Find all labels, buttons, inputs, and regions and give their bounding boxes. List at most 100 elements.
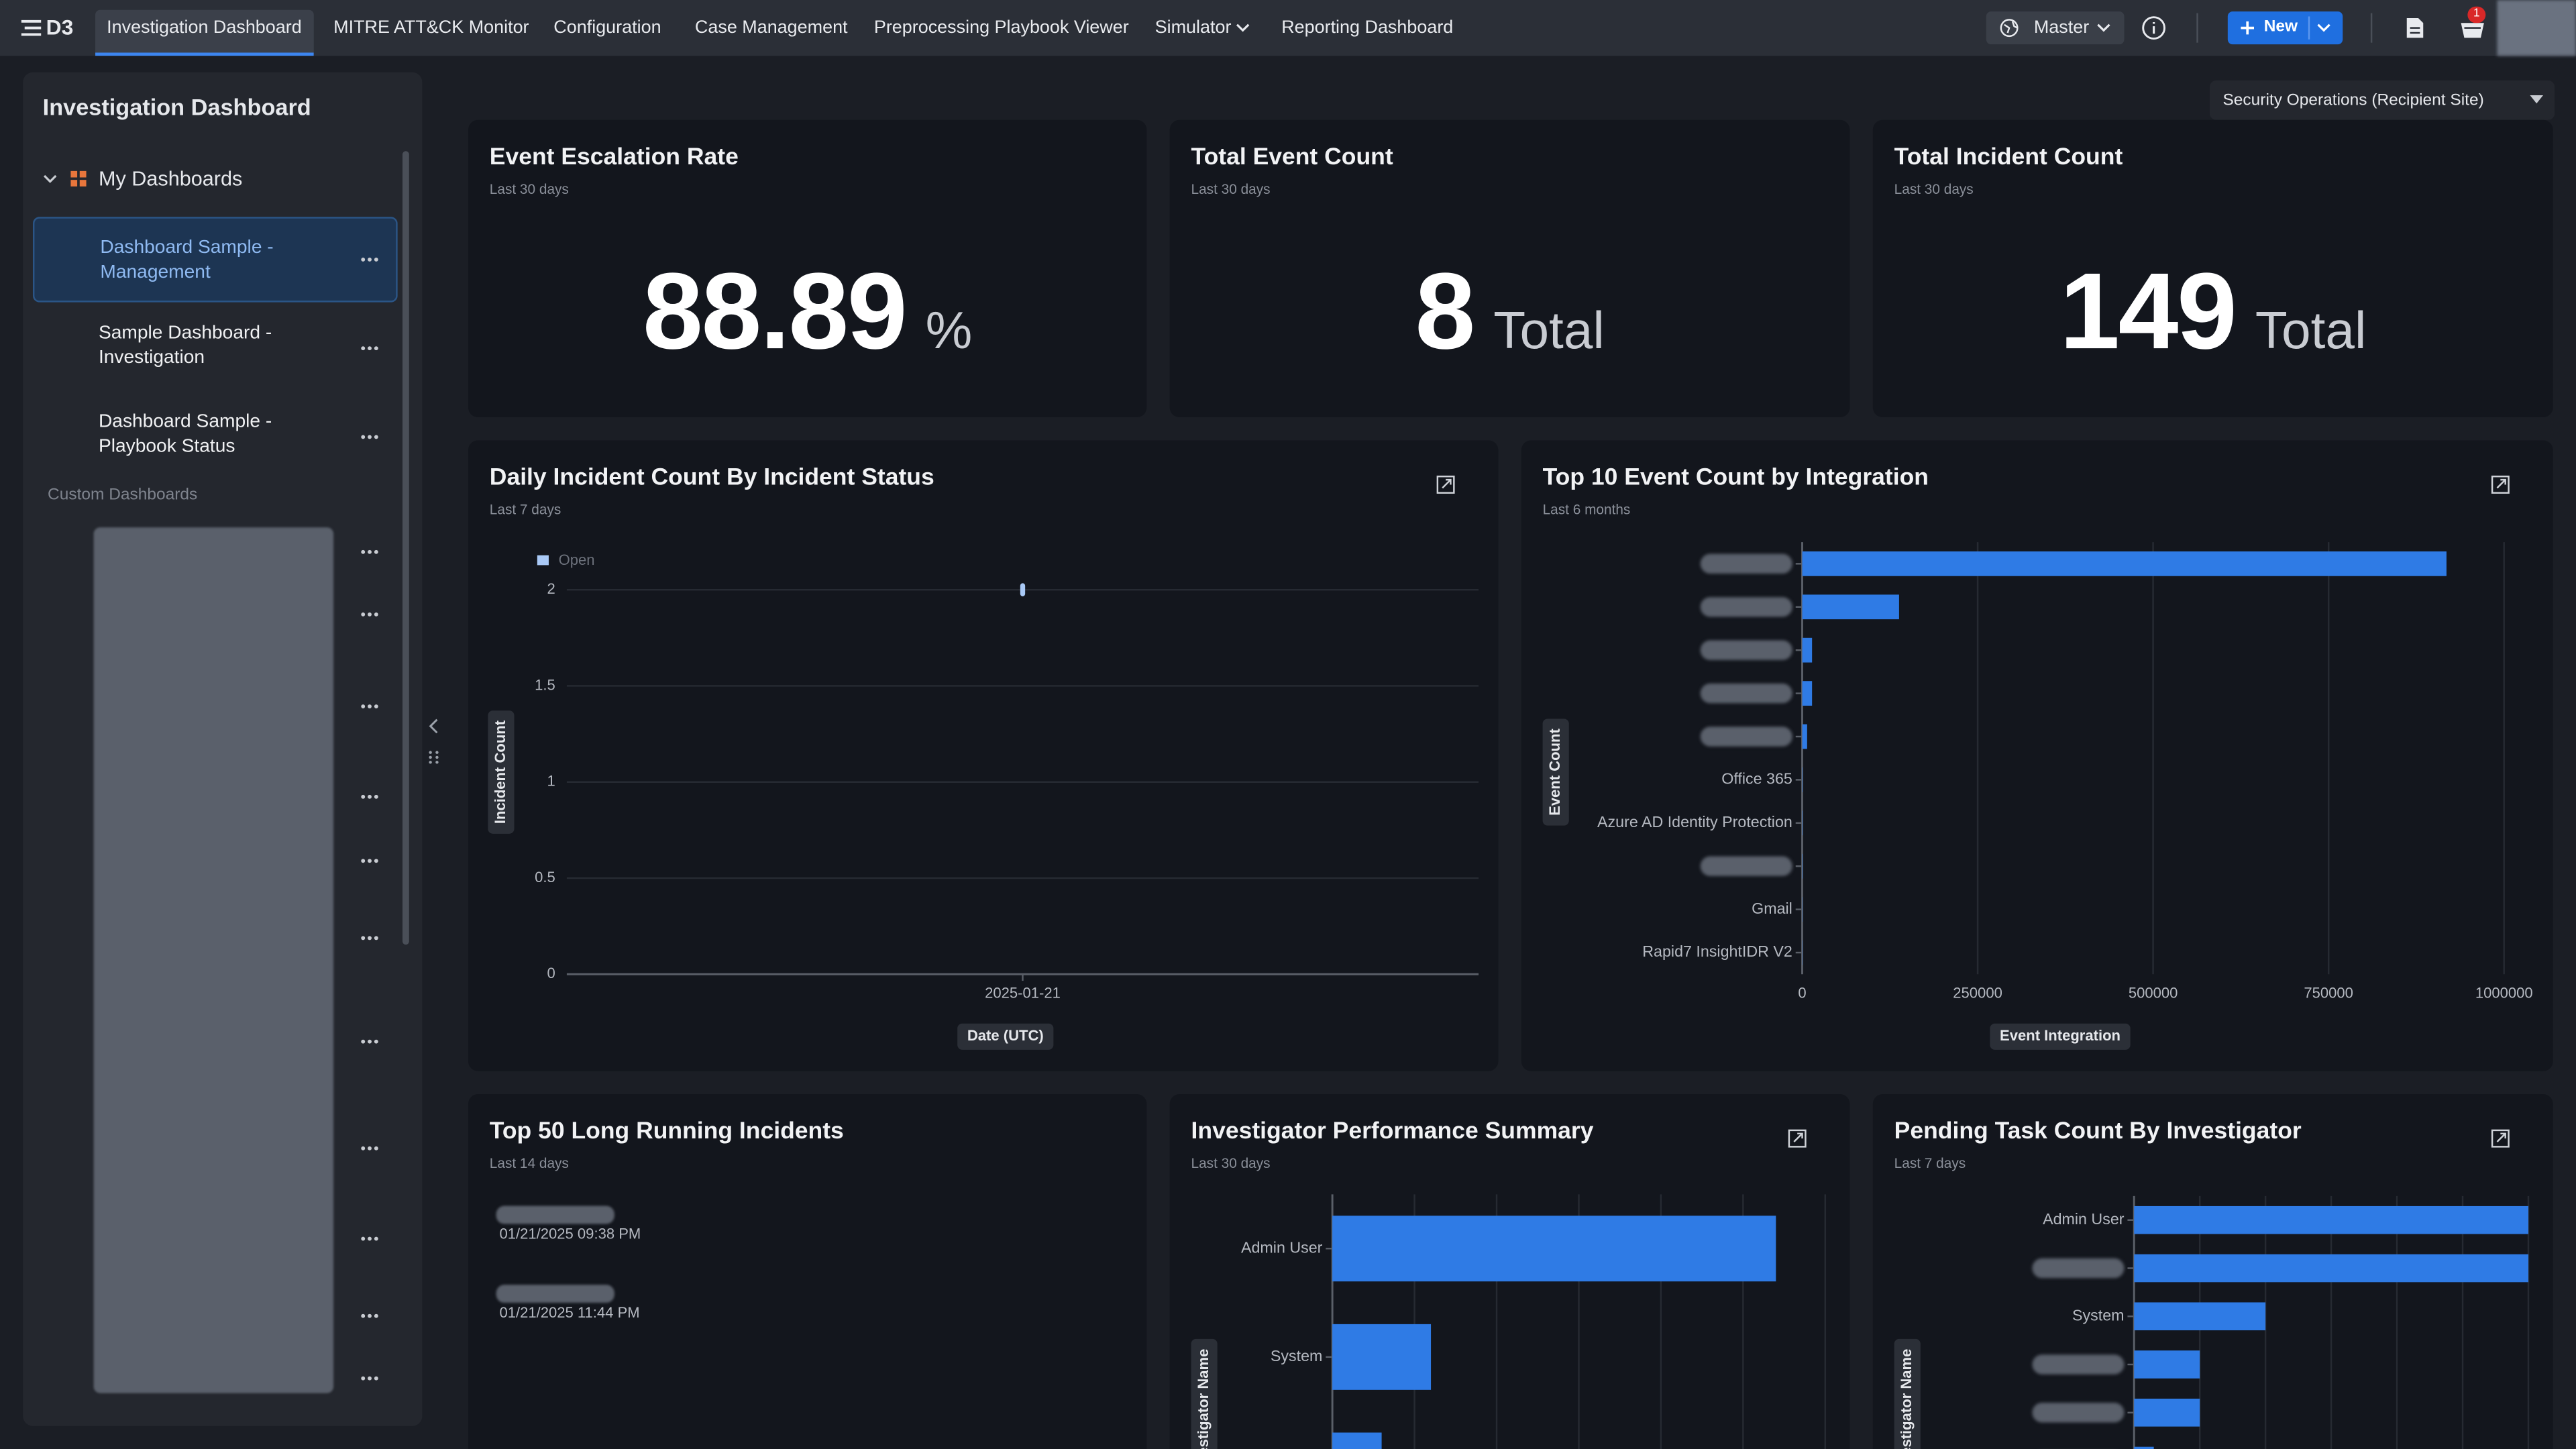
kpi-unit: Total: [2255, 301, 2367, 360]
x-tick-label: 2025-01-21: [985, 984, 1061, 1001]
info-icon[interactable]: [2141, 15, 2167, 41]
bar: [1332, 1216, 1776, 1282]
y-tick-label: 0: [547, 965, 555, 981]
notification-icon[interactable]: [2459, 16, 2485, 39]
kpi-number: 149: [2059, 250, 2237, 372]
card-title: Total Incident Count: [1894, 144, 2123, 171]
kpi-card: Event Escalation Rate Last 30 days 88.89…: [468, 119, 1147, 418]
blurred-label: [1700, 683, 1792, 704]
chart-card: Investigator Performance Summary Last 30…: [1169, 1094, 1850, 1449]
kpi-value: 149 Total: [1873, 248, 2553, 373]
new-button[interactable]: New: [2227, 11, 2343, 45]
dashboard-name: Sample Dashboard - Investigation: [98, 323, 272, 368]
dropdown-caret: [2530, 95, 2544, 104]
y-tick-label: System: [1271, 1347, 1323, 1364]
site-switcher[interactable]: Master: [1986, 11, 2125, 45]
incident-date: 01/21/2025 09:38 PM: [499, 1225, 641, 1242]
card-title: Top 50 Long Running Incidents: [489, 1118, 844, 1145]
card-subtitle: Last 30 days: [1191, 1155, 1271, 1172]
card-subtitle: Last 30 days: [1191, 180, 1271, 197]
bar: [1802, 681, 1813, 706]
y-axis-label: Event Count: [1546, 728, 1563, 815]
x-tick-label: 750000: [2304, 984, 2353, 1001]
site-filter-value: Security Operations (Recipient Site): [2222, 92, 2484, 111]
dashboard-name: Dashboard Sample - Management: [100, 238, 274, 283]
collapse-caret[interactable]: [43, 174, 58, 184]
label-pill: [1990, 1023, 2131, 1050]
bar: [2134, 1302, 2266, 1331]
nav-tab[interactable]: Simulator: [1155, 17, 1232, 38]
blurred-incident: [496, 1205, 614, 1224]
y-tick-label: 1: [547, 773, 555, 790]
blurred-incident: [496, 1285, 614, 1303]
expand-icon[interactable]: [1788, 1129, 1807, 1148]
divider: [2196, 13, 2198, 43]
y-axis-label-group: Incident Count: [488, 710, 515, 834]
list-card: Top 50 Long Running Incidents Last 14 da…: [468, 1094, 1147, 1449]
legend-swatch: [537, 555, 549, 566]
card-subtitle: Last 6 months: [1542, 500, 1631, 518]
blurred-label: [2032, 1354, 2125, 1375]
y-tick-label: System: [2072, 1306, 2125, 1324]
nav-tab[interactable]: Case Management: [694, 17, 848, 38]
sidebar: Investigation Dashboard My Dashboards Da…: [23, 72, 423, 1426]
dashboard-item[interactable]: Dashboard Sample - Management: [32, 217, 398, 303]
nav-tab[interactable]: Configuration: [553, 17, 661, 38]
kpi-number: 88.89: [643, 250, 908, 372]
nav-tab[interactable]: Reporting Dashboard: [1281, 17, 1454, 38]
card-subtitle: Last 14 days: [489, 1155, 569, 1172]
dashboard-item[interactable]: Dashboard Sample - Playbook Status: [33, 392, 398, 478]
plus-icon: [2241, 21, 2255, 35]
expand-icon[interactable]: [1436, 475, 1455, 494]
dashboard-item[interactable]: Sample Dashboard - Investigation: [33, 304, 398, 389]
card-title: Investigator Performance Summary: [1191, 1118, 1594, 1145]
y-tick-label: 0.5: [535, 869, 555, 885]
site-filter[interactable]: Security Operations (Recipient Site): [2209, 80, 2555, 120]
chart: Admin User System Investigator Name: [1191, 1129, 1827, 1449]
kpi-value: 8 Total: [1170, 248, 1850, 373]
expand-icon[interactable]: [2491, 1129, 2510, 1148]
expand-icon[interactable]: [2491, 475, 2510, 494]
card-title: Daily Incident Count By Incident Status: [489, 465, 934, 492]
nav-tab[interactable]: Investigation Dashboard: [95, 9, 313, 56]
scrollbar[interactable]: [402, 151, 409, 945]
notification-badge: 1: [2467, 6, 2486, 23]
blurred-label: [1700, 597, 1792, 617]
chart: Admin User System Investigator Name: [1894, 1129, 2530, 1449]
bar: [1802, 724, 1807, 749]
dropdown-caret: [2097, 23, 2110, 32]
divider: [2308, 16, 2310, 40]
y-tick-label: 1.5: [535, 676, 555, 693]
y-tick-label: Admin User: [1241, 1238, 1323, 1256]
y-tick-label: Admin User: [2043, 1210, 2125, 1228]
document-icon[interactable]: [2405, 16, 2424, 39]
sidebar-toggle[interactable]: [425, 713, 441, 772]
custom-section-label: Custom Dashboards: [48, 486, 198, 504]
blurred-label: [1700, 553, 1792, 574]
chart-card: Daily Incident Count By Incident Status …: [468, 440, 1499, 1071]
kpi-card: Total Incident Count Last 30 days 149 Tot…: [1872, 119, 2553, 418]
blurred-list: [93, 527, 334, 1393]
dashboard-name: Dashboard Sample - Playbook Status: [98, 412, 272, 457]
section-label[interactable]: My Dashboards: [98, 167, 243, 191]
label-pill: [488, 710, 515, 834]
y-tick-label: Gmail: [1752, 900, 1792, 917]
kpi-number: 8: [1415, 250, 1475, 372]
nav-tab[interactable]: MITRE ATT&CK Monitor: [333, 17, 529, 38]
x-tick-label: 500000: [2129, 984, 2178, 1001]
bar: [2134, 1350, 2200, 1379]
dropdown-caret: [1236, 23, 1250, 32]
nav-tab[interactable]: Preprocessing Playbook Viewer: [873, 17, 1129, 38]
y-axis-label: Incident Count: [492, 720, 508, 824]
label-pill: [1191, 1338, 1218, 1449]
legend-label: Open: [559, 551, 595, 568]
y-axis-label: Investigator Name: [1898, 1349, 1915, 1449]
blurred-label: [1700, 856, 1792, 876]
sidebar-title: Investigation Dashboard: [42, 93, 311, 120]
bar: [2134, 1205, 2528, 1234]
globe-icon: [2000, 19, 2019, 38]
bar: [1802, 551, 2447, 576]
y-tick-label: Azure AD Identity Protection: [1597, 813, 1792, 830]
avatar[interactable]: [2497, 0, 2576, 56]
